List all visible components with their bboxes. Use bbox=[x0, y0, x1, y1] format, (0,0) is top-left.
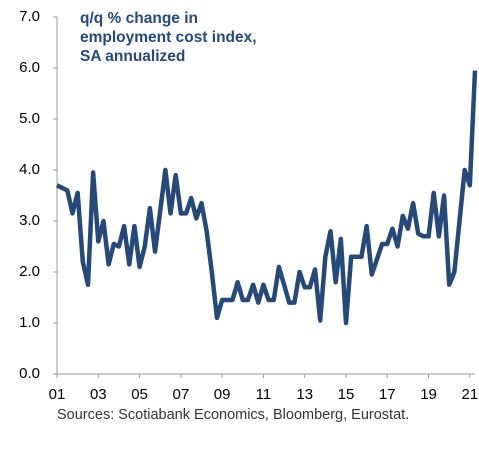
x-tick-label: 01 bbox=[49, 386, 66, 403]
y-tick-label: 3.0 bbox=[19, 212, 40, 229]
x-tick-label: 19 bbox=[420, 386, 437, 403]
x-tick-label: 03 bbox=[90, 386, 107, 403]
source-note: Sources: Scotiabank Economics, Bloomberg… bbox=[57, 407, 410, 423]
y-tick-label: 6.0 bbox=[19, 59, 40, 76]
x-tick-label: 13 bbox=[296, 386, 313, 403]
x-tick-label: 05 bbox=[131, 386, 148, 403]
x-tick-label: 21 bbox=[461, 386, 478, 403]
y-tick-label: 7.0 bbox=[19, 8, 40, 25]
x-tick-label: 17 bbox=[379, 386, 396, 403]
y-tick-label: 2.0 bbox=[19, 263, 40, 280]
x-tick-label: 09 bbox=[214, 386, 231, 403]
y-tick-label: 4.0 bbox=[19, 161, 40, 178]
data-line bbox=[56, 70, 478, 326]
x-tick-label: 15 bbox=[338, 386, 355, 403]
y-tick-label: 5.0 bbox=[19, 110, 40, 127]
y-tick-label: 0.0 bbox=[19, 365, 40, 382]
x-tick-label: 11 bbox=[256, 386, 272, 403]
chart-title: q/q % change in employment cost index, S… bbox=[80, 10, 257, 65]
y-tick-label: 1.0 bbox=[19, 314, 40, 331]
x-tick-label: 07 bbox=[173, 386, 190, 403]
